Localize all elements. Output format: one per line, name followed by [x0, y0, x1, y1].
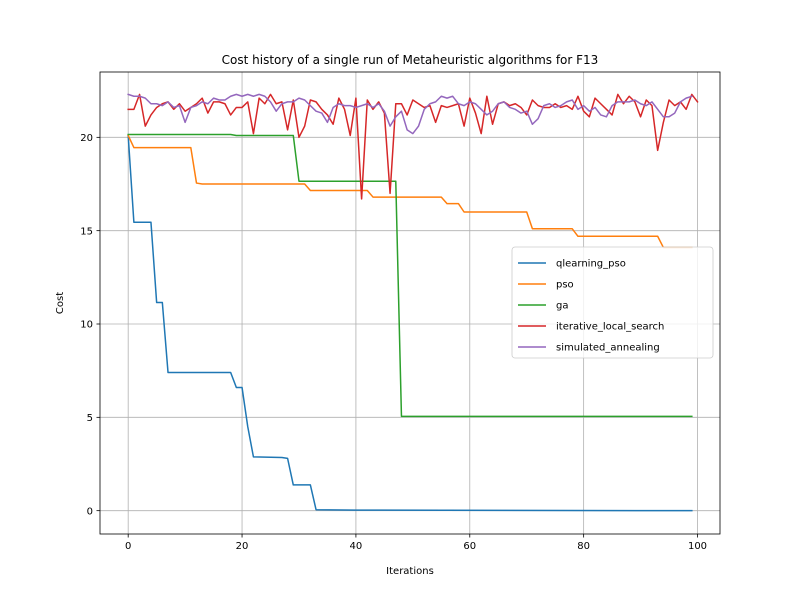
x-tick-label: 60 — [463, 541, 476, 552]
y-tick-label: 0 — [87, 506, 93, 517]
legend-label: ga — [556, 301, 568, 312]
legend-label: iterative_local_search — [556, 322, 664, 333]
series-line-iterative-local-search — [127, 93, 699, 200]
tick-layer: 0 20 40 60 80 100 0 5 10 15 20 — [80, 133, 707, 552]
x-tick-label: 100 — [688, 541, 707, 552]
x-axis-label: Iterations — [386, 566, 434, 577]
series-line-simulated-annealing — [127, 93, 693, 135]
y-tick-label: 5 — [87, 413, 93, 424]
series-line-ga — [127, 133, 693, 418]
y-tick-label: 15 — [80, 226, 93, 237]
y-axis-label: Cost — [55, 292, 66, 314]
series-line-pso — [127, 134, 693, 249]
y-tick-label: 20 — [80, 133, 93, 144]
legend-label: simulated_annealing — [556, 343, 660, 354]
series-layer — [127, 93, 699, 512]
legend-label: qlearning_pso — [556, 259, 626, 270]
legend-label: pso — [556, 280, 574, 291]
grid-layer — [100, 72, 720, 534]
x-tick-label: 0 — [125, 541, 131, 552]
series-line-qlearning-pso — [127, 134, 693, 512]
x-tick-label: 80 — [577, 541, 590, 552]
legend-box — [511, 246, 714, 359]
chart-title: Cost history of a single run of Metaheur… — [222, 53, 599, 67]
x-tick-label: 40 — [350, 541, 363, 552]
x-tick-label: 20 — [236, 541, 249, 552]
y-tick-label: 10 — [80, 320, 93, 331]
axes-frame — [99, 71, 721, 535]
